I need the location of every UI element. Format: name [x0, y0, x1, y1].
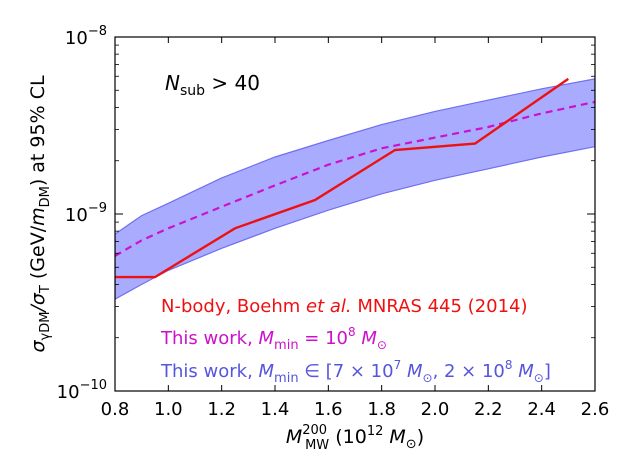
y-tick-label: 10−9 — [65, 201, 107, 226]
y-tick-label: 10−8 — [65, 24, 107, 49]
legend-entry-nbody: N-body, Boehm et al. MNRAS 445 (2014) — [161, 296, 528, 317]
x-tick-label: 1.8 — [367, 399, 396, 420]
x-tick-label: 1.2 — [207, 399, 236, 420]
subhalo-count-annotation: Nsub > 40 — [165, 71, 260, 99]
y-tick-label: 10−10 — [57, 378, 107, 403]
median-dashed-line — [115, 100, 595, 257]
legend-entry-median: This work, Mmin = 108 M⊙ — [160, 325, 387, 353]
x-tick-label: 2.4 — [527, 399, 556, 420]
x-tick-label: 0.8 — [101, 399, 130, 420]
x-tick-label: 2.2 — [474, 399, 503, 420]
x-tick-label: 2.0 — [421, 399, 450, 420]
x-tick-label: 1.0 — [154, 399, 183, 420]
x-tick-label: 1.4 — [261, 399, 290, 420]
y-axis-label: σγDM/σT (GeV/mDM) at 95% CL — [27, 75, 53, 353]
nbody-red-line — [115, 77, 569, 279]
x-axis-ticks: 0.8 1.0 1.2 1.4 1.6 1.8 2.0 2.2 2.4 2.6 — [101, 37, 610, 420]
legend: N-body, Boehm et al. MNRAS 445 (2014) Th… — [160, 296, 551, 386]
y-axis-ticks: 10−8 10−9 10−10 — [57, 24, 595, 403]
x-tick-label: 2.6 — [581, 399, 610, 420]
x-tick-label: 1.6 — [314, 399, 343, 420]
legend-entry-band: This work, Mmin ∈ [7 × 107 M⊙, 2 × 108 M… — [160, 358, 551, 386]
x-axis-label: M200 MW (1012 M⊙) — [286, 423, 424, 453]
confidence-band — [115, 78, 595, 300]
